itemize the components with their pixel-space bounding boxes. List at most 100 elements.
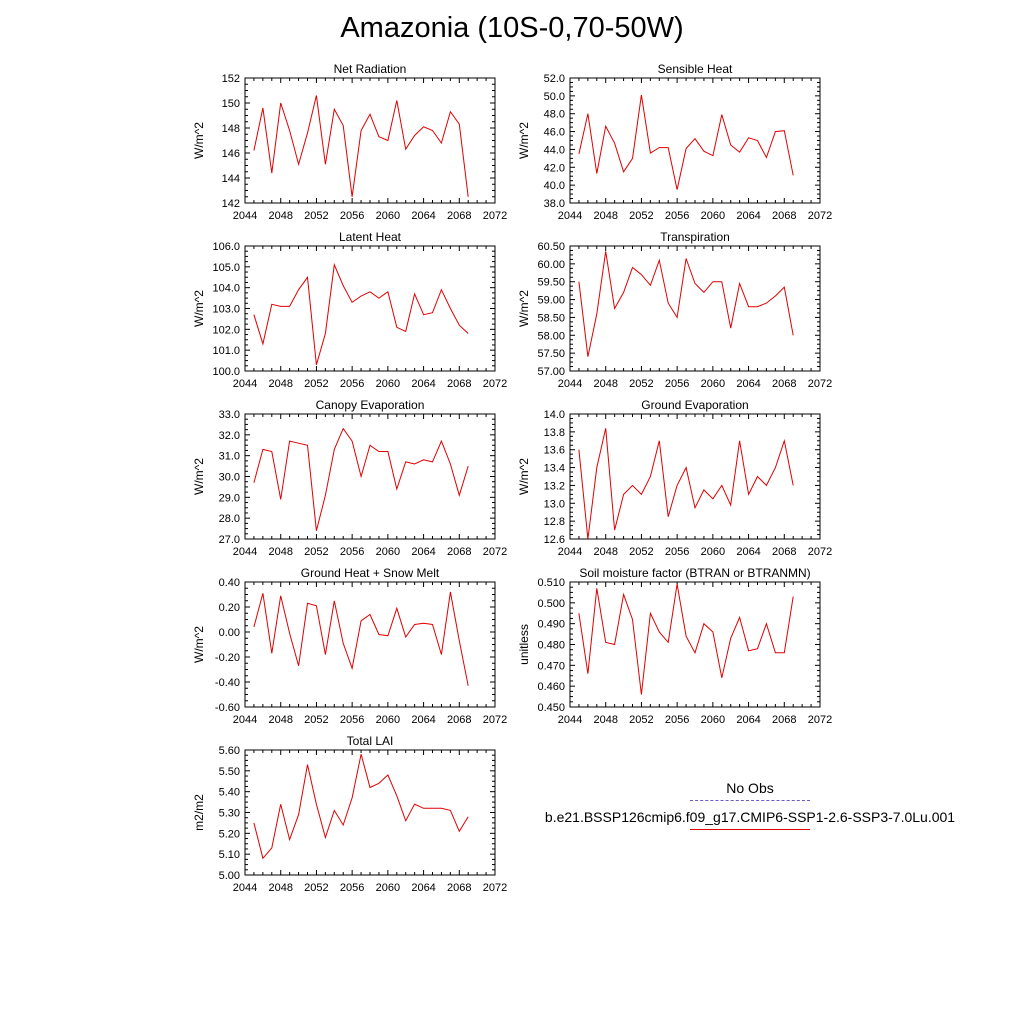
x-tick-label: 2068 <box>447 210 471 222</box>
x-tick-label: 2044 <box>233 546 257 558</box>
y-tick-label: 59.00 <box>537 295 565 307</box>
y-tick-label: 101.0 <box>212 345 240 357</box>
x-tick-label: 2064 <box>736 378 760 390</box>
x-tick-label: 2060 <box>701 210 725 222</box>
y-tick-label: 32.0 <box>219 430 240 442</box>
figure-title: Amazonia (10S-0,70-50W) <box>340 12 684 44</box>
x-tick-label: 2072 <box>483 714 507 726</box>
panel-8: Soil moisture factor (BTRAN or BTRANMN) u… <box>517 566 832 726</box>
legend: No Obs b.e21.BSSP126cmip6.f09_g17.CMIP6-… <box>520 778 980 830</box>
x-tick-label: 2048 <box>268 546 292 558</box>
x-tick-label: 2056 <box>665 210 689 222</box>
y-tick-label: 5.30 <box>219 808 240 820</box>
y-tick-label: 5.50 <box>219 766 240 778</box>
series-line <box>578 428 794 540</box>
x-tick-label: 2048 <box>268 210 292 222</box>
x-tick-label: 2068 <box>772 546 796 558</box>
legend-model-label: b.e21.BSSP126cmip6.f09_g17.CMIP6-SSP1-2.… <box>544 809 956 825</box>
y-tick-label: 0.20 <box>219 602 240 614</box>
x-tick-label: 2064 <box>736 546 760 558</box>
y-tick-label: 0.500 <box>537 598 565 610</box>
series-line <box>253 262 469 365</box>
panel-title: Ground Heat + Snow Melt <box>301 566 440 580</box>
x-tick-label: 2064 <box>411 882 435 894</box>
y-tick-label: 12.6 <box>544 534 565 546</box>
x-tick-label: 2072 <box>808 546 832 558</box>
panel-3: Latent Heat W/m^2 2044 2048 2052 2056 2060 2064… <box>192 230 507 390</box>
x-tick-label: 2060 <box>376 882 400 894</box>
y-axis-label: unitless <box>517 624 531 665</box>
x-tick-label: 2044 <box>558 546 582 558</box>
panel-title: Latent Heat <box>339 230 402 244</box>
x-tick-label: 2072 <box>483 378 507 390</box>
series-line <box>578 94 794 190</box>
legend-obs-label: No Obs <box>726 780 774 796</box>
x-tick-label: 2052 <box>629 546 653 558</box>
panel-title: Transpiration <box>660 230 730 244</box>
y-tick-label: 0.480 <box>537 640 565 652</box>
x-tick-label: 2064 <box>411 210 435 222</box>
y-axis-label: W/m^2 <box>517 122 531 159</box>
series-line <box>253 427 469 531</box>
panel-7: Ground Heat + Snow Melt W/m^2 2044 2048 2052… <box>192 566 507 726</box>
y-axis-label: W/m^2 <box>192 290 206 327</box>
y-tick-label: 33.0 <box>219 409 240 421</box>
y-axis-label: W/m^2 <box>192 458 206 495</box>
y-tick-label: 14.0 <box>544 409 565 421</box>
x-tick-label: 2056 <box>340 882 364 894</box>
series-line <box>253 95 469 197</box>
x-tick-label: 2052 <box>629 210 653 222</box>
y-tick-label: 105.0 <box>212 262 240 274</box>
y-tick-label: 106.0 <box>212 241 240 253</box>
y-tick-label: 103.0 <box>212 304 240 316</box>
series-line <box>578 584 794 695</box>
y-tick-label: 5.00 <box>219 870 240 882</box>
panel-title: Ground Evaporation <box>641 398 748 412</box>
y-axis-label: W/m^2 <box>517 290 531 327</box>
x-tick-label: 2052 <box>304 546 328 558</box>
x-tick-label: 2072 <box>808 378 832 390</box>
y-tick-label: 28.0 <box>219 513 240 525</box>
y-tick-label: 5.10 <box>219 849 240 861</box>
x-tick-label: 2068 <box>772 714 796 726</box>
plot-frame <box>244 581 496 708</box>
y-tick-label: 46.0 <box>544 127 565 139</box>
y-tick-label: 31.0 <box>219 451 240 463</box>
plot-frame <box>244 413 496 540</box>
x-tick-label: 2064 <box>736 210 760 222</box>
y-tick-label: 57.50 <box>537 348 565 360</box>
y-tick-label: -0.60 <box>215 702 240 714</box>
x-tick-label: 2048 <box>593 546 617 558</box>
y-tick-label: 58.00 <box>537 330 565 342</box>
panel-title: Net Radiation <box>334 62 407 76</box>
y-axis-label: W/m^2 <box>192 122 206 159</box>
x-tick-label: 2060 <box>376 378 400 390</box>
x-tick-label: 2048 <box>593 210 617 222</box>
x-tick-label: 2052 <box>304 210 328 222</box>
x-tick-label: 2072 <box>483 882 507 894</box>
y-tick-label: 0.470 <box>537 660 565 672</box>
y-tick-label: 142 <box>222 198 240 210</box>
y-tick-label: 13.8 <box>544 427 565 439</box>
x-tick-label: 2052 <box>629 714 653 726</box>
panel-5: Canopy Evaporation W/m^2 2044 2048 2052 2056 2… <box>192 398 507 558</box>
panel-title: Soil moisture factor (BTRAN or BTRANMN) <box>579 566 810 580</box>
x-tick-label: 2048 <box>593 714 617 726</box>
x-tick-label: 2044 <box>233 882 257 894</box>
x-tick-label: 2068 <box>447 714 471 726</box>
x-tick-label: 2060 <box>376 714 400 726</box>
y-tick-label: 13.4 <box>544 463 565 475</box>
x-tick-label: 2060 <box>701 378 725 390</box>
y-tick-label: 60.50 <box>537 241 565 253</box>
y-tick-label: 152 <box>222 73 240 85</box>
x-tick-label: 2044 <box>558 378 582 390</box>
y-tick-label: 0.510 <box>537 577 565 589</box>
y-tick-label: 148 <box>222 123 240 135</box>
y-axis-label: W/m^2 <box>517 458 531 495</box>
y-tick-label: 0.00 <box>219 627 240 639</box>
series-line <box>578 251 794 357</box>
y-tick-label: 60.00 <box>537 259 565 271</box>
x-tick-label: 2064 <box>411 378 435 390</box>
y-tick-label: 13.0 <box>544 498 565 510</box>
